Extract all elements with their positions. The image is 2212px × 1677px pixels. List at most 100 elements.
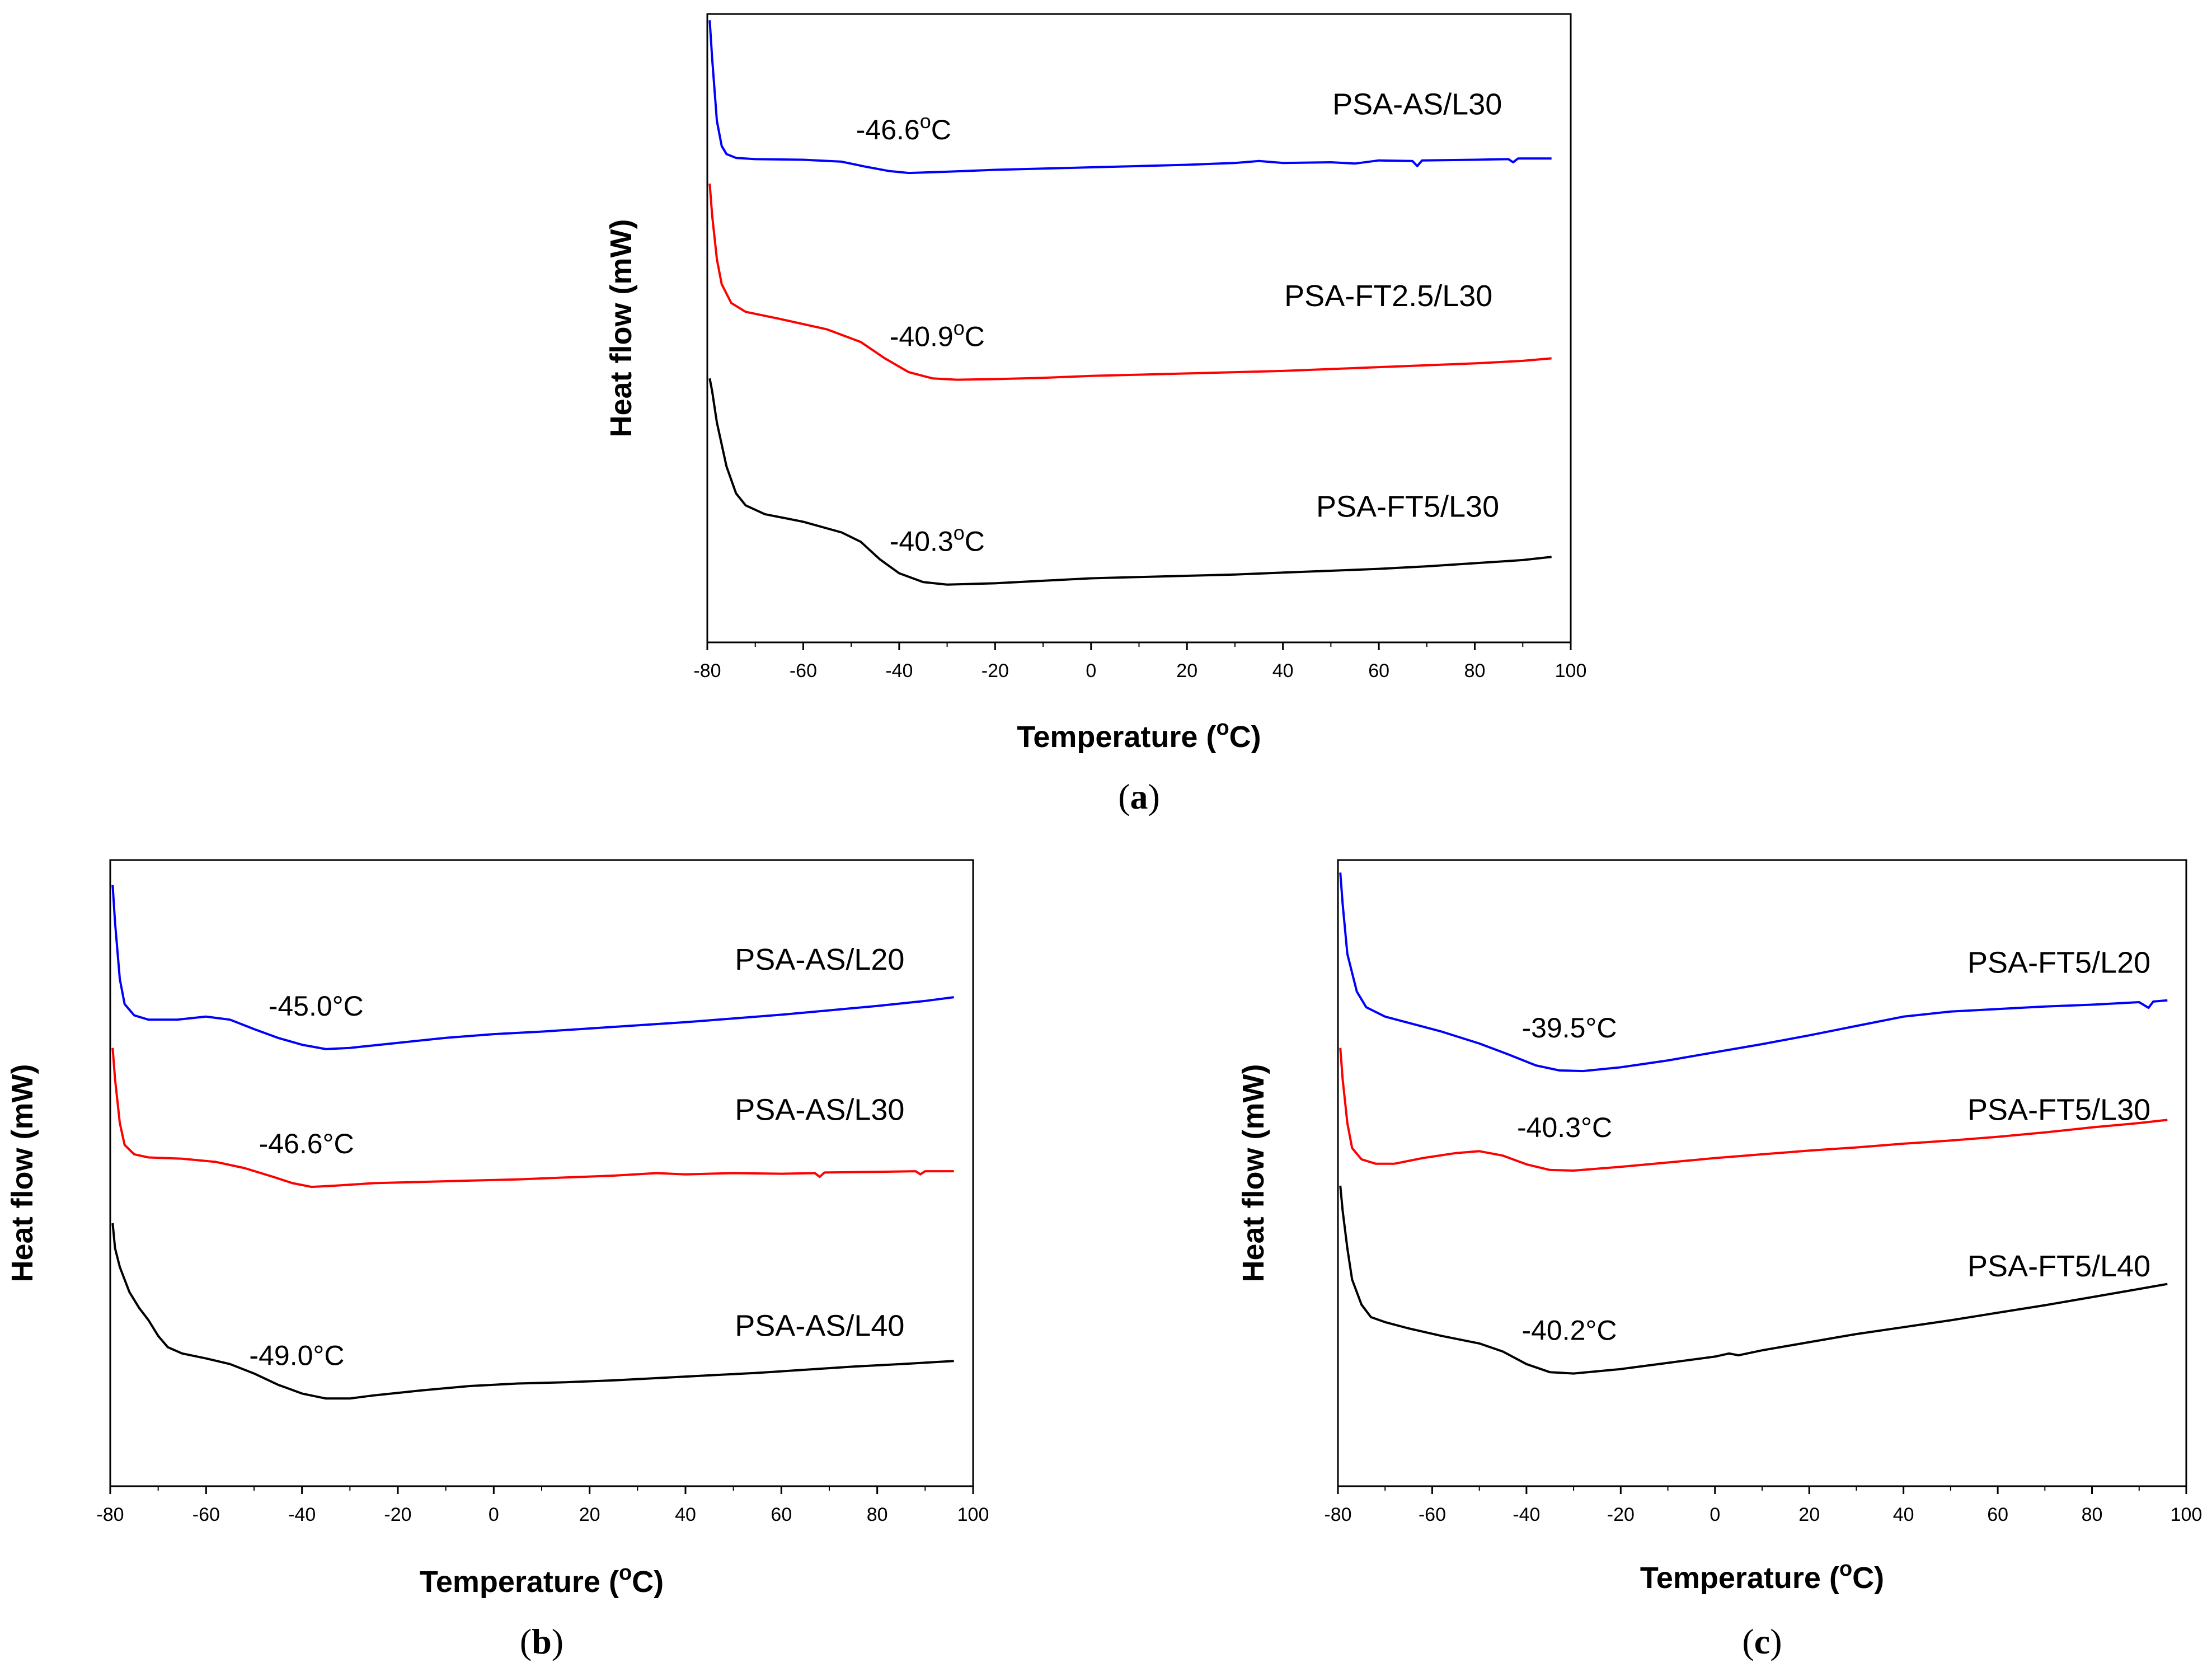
tg-annotation-degree: o <box>920 110 931 133</box>
caption-close-paren: ) <box>1770 1622 1782 1661</box>
x-axis-title: Temperature (oC) <box>420 1561 664 1599</box>
tg-annotation: -46.6oC <box>856 110 951 145</box>
x-tick-label: 100 <box>2171 1504 2202 1525</box>
tg-annotation-value: -46.6°C <box>259 1128 354 1159</box>
series-label: PSA-AS/L30 <box>735 1093 904 1126</box>
tg-annotation-degree: o <box>954 522 965 544</box>
tg-annotation-value: -40.9 <box>890 321 954 353</box>
tg-annotation-degree: o <box>954 317 965 340</box>
panel-caption: (c) <box>1742 1622 1782 1661</box>
x-axis-title: Temperature (oC) <box>1640 1557 1884 1595</box>
series-label: PSA-FT5/L30 <box>1967 1093 2150 1126</box>
x-axis-title-unit: C) <box>632 1565 664 1599</box>
tg-annotation-value: -40.2°C <box>1521 1315 1617 1346</box>
x-tick-label: 80 <box>2082 1504 2103 1525</box>
panel-caption: (b) <box>520 1622 563 1661</box>
x-axis-title: Temperature (oC) <box>1017 716 1261 754</box>
chart-panel-c: -80 -60 -40 -20 0 20 40 60 80 100 Temperature (oC)… <box>1237 859 2202 1661</box>
panel-caption: (a) <box>1118 777 1160 816</box>
x-tick-label: 20 <box>579 1504 600 1525</box>
tg-annotation-value: -46.6 <box>856 114 920 145</box>
x-tick-label: -20 <box>981 660 1009 682</box>
tg-annotation: -39.5°C <box>1521 1012 1617 1044</box>
series-label: PSA-AS/L20 <box>735 943 904 976</box>
series-label: PSA-FT2.5/L30 <box>1284 279 1492 313</box>
tg-annotation: -40.3°C <box>1517 1112 1612 1143</box>
caption-letter: c <box>1754 1622 1770 1661</box>
x-axis-title-degree: o <box>1839 1557 1852 1581</box>
x-tick-label: -40 <box>885 660 913 682</box>
x-axis-title-degree: o <box>619 1561 632 1585</box>
x-tick-label: 60 <box>1368 660 1389 682</box>
series-line-psa-ft5-l40 <box>1339 1185 2168 1375</box>
x-tick-label: -60 <box>790 660 817 682</box>
x-tick-label: -80 <box>96 1504 124 1525</box>
series-line-psa-ft5-l30 <box>708 378 1552 586</box>
x-axis-title-unit: C) <box>1852 1561 1884 1595</box>
caption-open-paren: ( <box>1118 777 1130 816</box>
x-tick-label: 60 <box>771 1504 792 1525</box>
x-tick-label: 20 <box>1798 1504 1820 1525</box>
x-axis-title-unit: C) <box>1229 720 1261 754</box>
x-axis-title-text: Temperature ( <box>1017 720 1216 754</box>
x-tick-label: 0 <box>1086 660 1096 682</box>
x-axis-title-text: Temperature ( <box>1640 1561 1839 1595</box>
tg-annotation-value: -49.0°C <box>249 1340 344 1371</box>
y-axis-title: Heat flow (mW) <box>604 219 638 438</box>
x-tick-label: -80 <box>1324 1504 1351 1525</box>
tg-annotation-unit: C <box>931 114 951 145</box>
x-axis-title-degree: o <box>1216 716 1229 740</box>
series-label: PSA-FT5/L40 <box>1967 1249 2150 1283</box>
x-tick-label: 80 <box>867 1504 888 1525</box>
series-line-psa-ft5-l30 <box>1339 1047 2168 1172</box>
x-tick-label: -40 <box>1513 1504 1540 1525</box>
series-line-psa-ft2-5-l30 <box>708 184 1552 381</box>
tg-annotation: -49.0°C <box>249 1340 344 1371</box>
x-tick-label: -20 <box>1607 1504 1635 1525</box>
caption-close-paren: ) <box>552 1622 563 1661</box>
tg-annotation-unit: C <box>965 321 985 353</box>
x-tick-label: -20 <box>384 1504 411 1525</box>
series-line-psa-as-l40 <box>111 1223 954 1400</box>
x-tick-label: 40 <box>1893 1504 1914 1525</box>
y-axis-title: Heat flow (mW) <box>1237 1064 1270 1283</box>
x-tick-label: -80 <box>693 660 721 682</box>
tg-annotation-value: -39.5°C <box>1521 1012 1617 1044</box>
caption-close-paren: ) <box>1148 777 1160 816</box>
caption-open-paren: ( <box>1742 1622 1754 1661</box>
x-tick-label: 80 <box>1464 660 1486 682</box>
caption-open-paren: ( <box>520 1622 532 1661</box>
tg-annotation-value: -40.3°C <box>1517 1112 1612 1143</box>
tg-annotation: -46.6°C <box>259 1128 354 1159</box>
x-tick-label: 0 <box>489 1504 499 1525</box>
caption-letter: b <box>532 1622 552 1661</box>
tg-annotation-value: -45.0°C <box>269 990 364 1022</box>
series-line-psa-as-l30 <box>111 1047 954 1189</box>
series-line-psa-as-l20 <box>111 885 954 1050</box>
series-label: PSA-FT5/L20 <box>1967 946 2150 979</box>
x-tick-label: -60 <box>192 1504 220 1525</box>
x-tick-label: -60 <box>1419 1504 1446 1525</box>
x-tick-label: 100 <box>1555 660 1587 682</box>
x-tick-label: 100 <box>957 1504 989 1525</box>
x-tick-label: 40 <box>1272 660 1294 682</box>
x-tick-label: -40 <box>288 1504 316 1525</box>
series-line-psa-as-l30 <box>708 20 1552 175</box>
series-label: PSA-FT5/L30 <box>1316 490 1499 523</box>
series-label: PSA-AS/L40 <box>735 1309 904 1342</box>
series-line-psa-ft5-l20 <box>1339 872 2168 1073</box>
tg-annotation: -45.0°C <box>269 990 364 1022</box>
x-tick-label: 0 <box>1710 1504 1720 1525</box>
x-tick-label: 40 <box>675 1504 696 1525</box>
chart-panel-b: -80 -60 -40 -20 0 20 40 60 80 100 Temperature (oC)… <box>6 859 989 1661</box>
tg-annotation-unit: C <box>965 526 985 557</box>
y-axis-title: Heat flow (mW) <box>6 1064 39 1283</box>
tg-annotation: -40.3oC <box>890 522 985 557</box>
tg-annotation: -40.2°C <box>1521 1315 1617 1346</box>
caption-letter: a <box>1130 777 1148 816</box>
tg-annotation-value: -40.3 <box>890 526 954 557</box>
series-label: PSA-AS/L30 <box>1332 88 1502 121</box>
tg-annotation: -40.9oC <box>890 317 985 353</box>
